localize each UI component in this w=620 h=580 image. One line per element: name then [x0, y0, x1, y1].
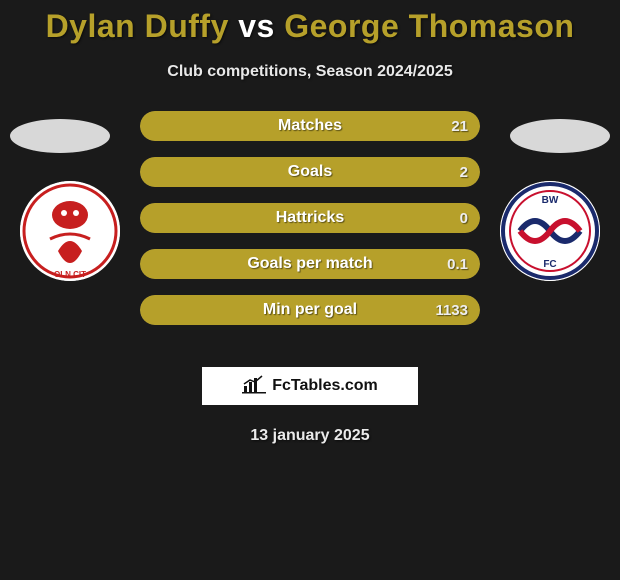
svg-text:OLN CIT: OLN CIT: [54, 270, 86, 279]
brand-text: FcTables.com: [272, 377, 378, 395]
stat-value-right: 21: [451, 111, 468, 141]
chart-icon: [242, 374, 266, 399]
stat-value-right: 1133: [435, 295, 468, 325]
stat-bars: Matches21 Goals2 Hattricks0 Goals per match…: [140, 111, 480, 341]
comparison-content: OLN CIT BW FC Matches21 Goals2 Hattricks0 G…: [0, 111, 620, 351]
player1-marker-ellipse: [10, 119, 110, 153]
stat-label: Goals per match: [140, 249, 480, 279]
stat-label: Matches: [140, 111, 480, 141]
stat-value-right: 0: [460, 203, 468, 233]
svg-text:FC: FC: [543, 259, 556, 270]
stat-value-right: 2: [460, 157, 468, 187]
stat-label: Min per goal: [140, 295, 480, 325]
stat-bar: Hattricks0: [140, 203, 480, 233]
player1-name: Dylan Duffy: [46, 8, 229, 44]
stat-bar: Matches21: [140, 111, 480, 141]
club-crest-right: BW FC: [500, 181, 600, 281]
date-text: 13 january 2025: [0, 427, 620, 445]
stat-label: Hattricks: [140, 203, 480, 233]
page-title: Dylan Duffy vs George Thomason: [0, 0, 620, 45]
player2-name: George Thomason: [284, 8, 574, 44]
stat-label: Goals: [140, 157, 480, 187]
stat-bar: Min per goal1133: [140, 295, 480, 325]
stat-bar: Goals per match0.1: [140, 249, 480, 279]
subtitle: Club competitions, Season 2024/2025: [0, 63, 620, 81]
player2-marker-ellipse: [510, 119, 610, 153]
vs-text: vs: [238, 8, 275, 44]
club-crest-left: OLN CIT: [20, 181, 120, 281]
stat-bar: Goals2: [140, 157, 480, 187]
stat-value-right: 0.1: [447, 249, 468, 279]
svg-text:BW: BW: [542, 195, 559, 206]
brand-badge: FcTables.com: [202, 367, 418, 405]
